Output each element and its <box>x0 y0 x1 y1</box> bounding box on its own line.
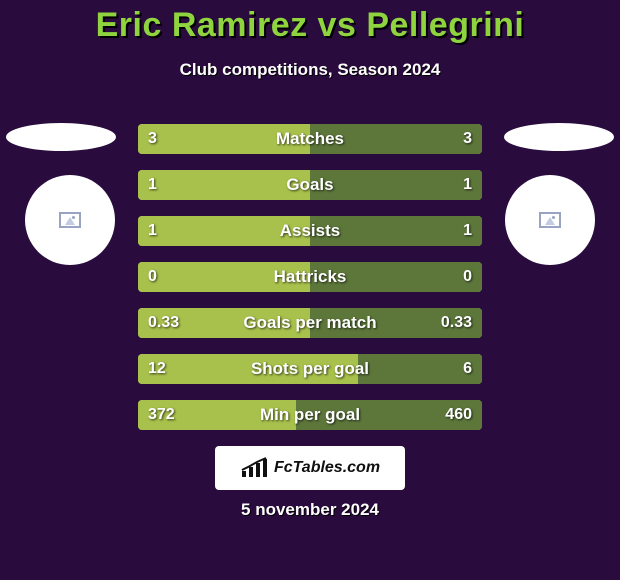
brand-chart-icon <box>240 457 268 479</box>
stat-value-right: 1 <box>453 170 482 200</box>
stat-row: 126Shots per goal <box>138 354 482 384</box>
stat-value-right: 3 <box>453 124 482 154</box>
comparison-title: Eric Ramirez vs Pellegrini <box>0 6 620 45</box>
stat-value-left: 372 <box>138 400 185 430</box>
brand-badge: FcTables.com <box>215 446 405 490</box>
brand-text: FcTables.com <box>274 459 380 477</box>
stat-value-right: 460 <box>435 400 482 430</box>
player-left-ellipse <box>6 123 116 151</box>
stat-row: 00Hattricks <box>138 262 482 292</box>
stat-row: 0.330.33Goals per match <box>138 308 482 338</box>
stat-value-left: 1 <box>138 216 167 246</box>
player-right-ellipse <box>504 123 614 151</box>
stat-row: 11Assists <box>138 216 482 246</box>
stat-value-right: 1 <box>453 216 482 246</box>
stat-row: 372460Min per goal <box>138 400 482 430</box>
stat-value-left: 12 <box>138 354 176 384</box>
stat-value-right: 0 <box>453 262 482 292</box>
comparison-subtitle: Club competitions, Season 2024 <box>0 60 620 80</box>
image-placeholder-icon <box>59 212 81 228</box>
stat-value-right: 6 <box>453 354 482 384</box>
player-right-avatar <box>505 175 595 265</box>
image-placeholder-icon <box>539 212 561 228</box>
stat-value-left: 0 <box>138 262 167 292</box>
stat-value-right: 0.33 <box>431 308 482 338</box>
stats-container: 33Matches11Goals11Assists00Hattricks0.33… <box>138 124 482 446</box>
player-left-avatar <box>25 175 115 265</box>
footer-date: 5 november 2024 <box>0 500 620 520</box>
stat-row: 11Goals <box>138 170 482 200</box>
stat-value-left: 1 <box>138 170 167 200</box>
stat-value-left: 3 <box>138 124 167 154</box>
stat-value-left: 0.33 <box>138 308 189 338</box>
stat-row: 33Matches <box>138 124 482 154</box>
